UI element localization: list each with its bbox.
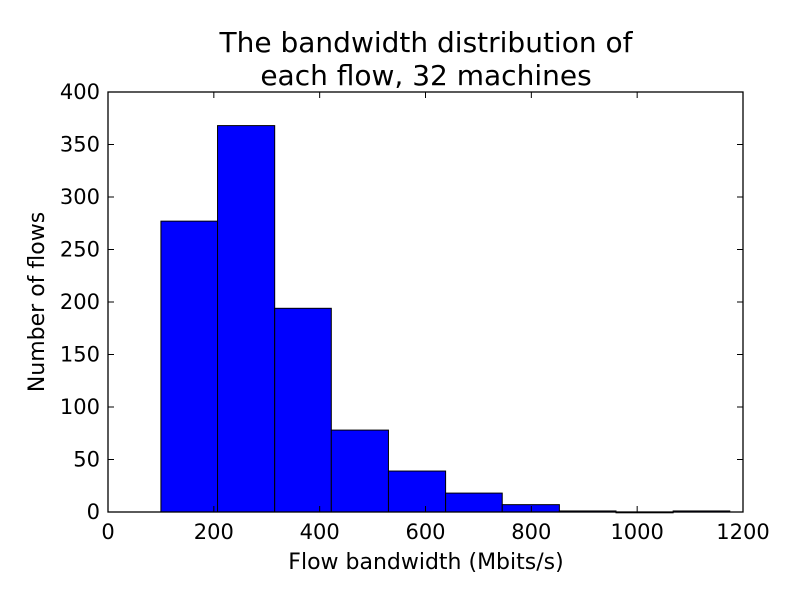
plot-frame <box>107 91 744 513</box>
y-tick-label-5: 250 <box>60 238 100 262</box>
chart-title-line-1: The bandwidth distribution of <box>219 26 634 59</box>
x-tick-label-2: 400 <box>300 520 340 544</box>
x-tick-label-6: 1200 <box>716 520 769 544</box>
chart-title-line-2: each flow, 32 machines <box>260 59 591 92</box>
y-tick-label-2: 100 <box>60 395 100 419</box>
y-tick-label-6: 300 <box>60 185 100 209</box>
y-tick-label-3: 150 <box>60 343 100 367</box>
y-tick-label-1: 50 <box>73 448 100 472</box>
histogram-bar-1 <box>217 125 276 513</box>
x-tick-label-4: 800 <box>511 520 551 544</box>
x-tick-label-1: 200 <box>194 520 234 544</box>
histogram-bar-6 <box>501 504 560 513</box>
histogram-bar-5 <box>445 492 503 513</box>
x-tick-label-3: 600 <box>405 520 445 544</box>
histogram-bar-3 <box>330 429 389 513</box>
y-tick-label-7: 350 <box>60 133 100 157</box>
y-axis-label: Number of flows <box>25 212 50 392</box>
y-tick-label-0: 0 <box>87 500 100 524</box>
histogram-bar-0 <box>160 220 219 513</box>
x-tick-label-5: 1000 <box>610 520 663 544</box>
histogram-bar-2 <box>274 307 332 513</box>
y-tick-label-4: 200 <box>60 290 100 314</box>
y-tick-label-8: 400 <box>60 80 100 104</box>
x-tick-label-0: 0 <box>101 520 114 544</box>
bars-group <box>160 125 731 514</box>
ticks-group: 0 200 400 600 800 1000 1200 0 50 100 150 200 250 300 3… <box>60 80 770 544</box>
x-axis-label: Flow bandwidth (Mbits/s) <box>288 550 563 575</box>
histogram-bar-4 <box>387 470 447 513</box>
